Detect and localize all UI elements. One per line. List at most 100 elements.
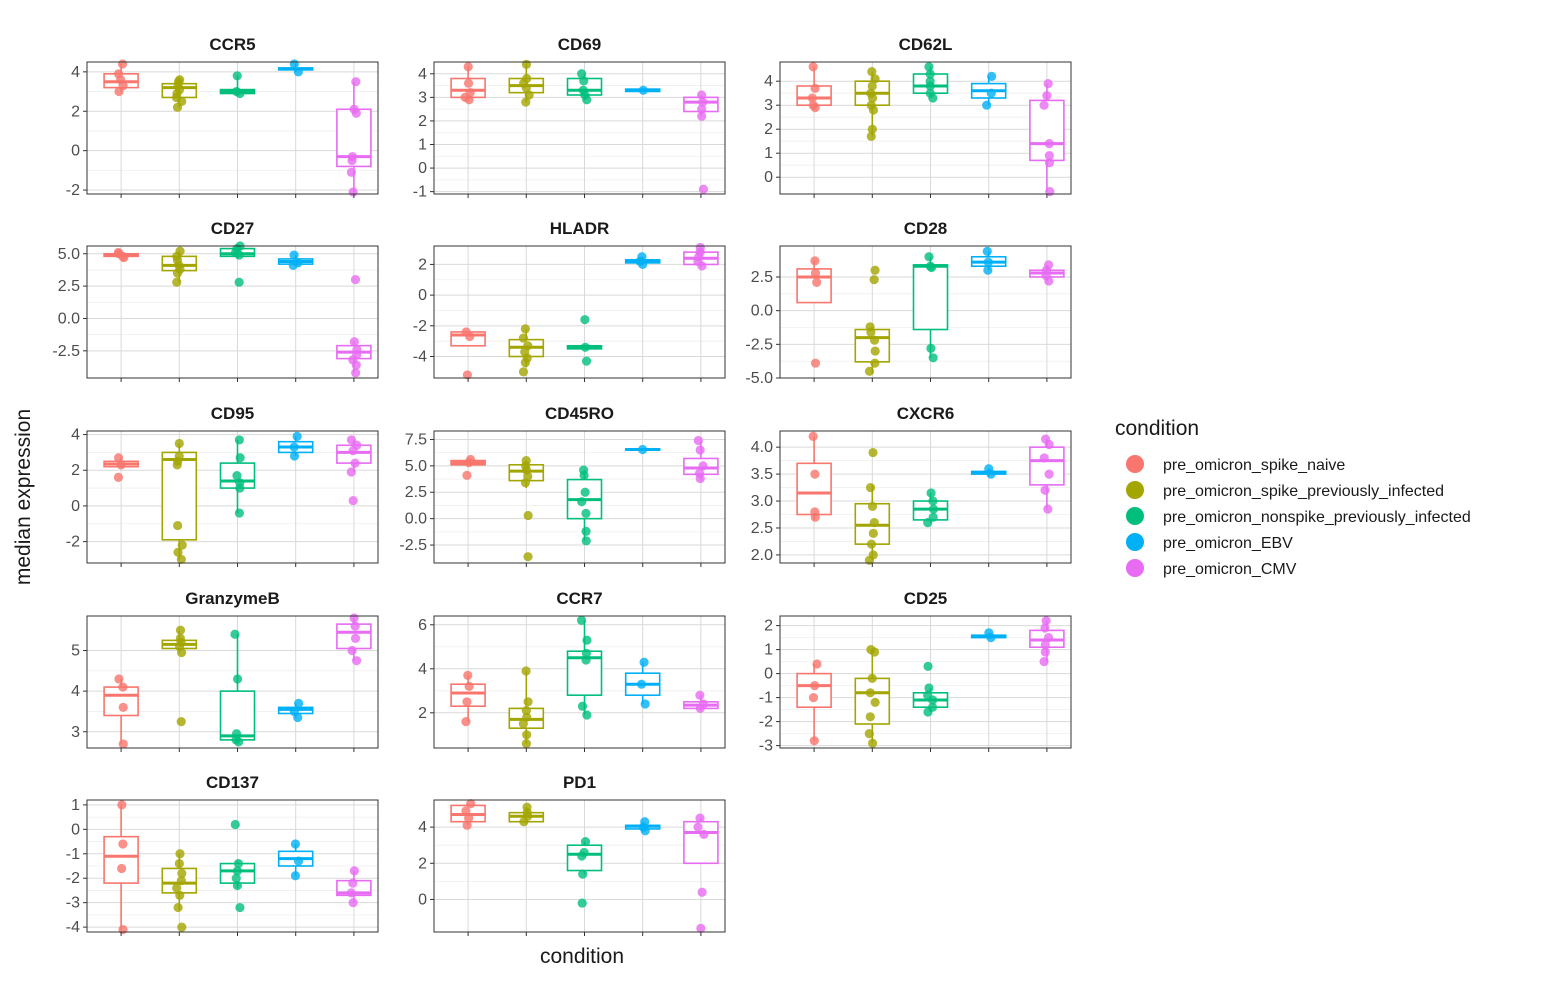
data-point <box>350 633 361 643</box>
data-point <box>347 645 357 656</box>
data-point <box>290 839 301 849</box>
y-tick-label: 3 <box>418 89 427 106</box>
data-point <box>577 69 587 79</box>
data-point <box>349 866 359 876</box>
data-point <box>235 483 245 493</box>
data-point <box>928 496 938 506</box>
data-point <box>1040 623 1050 633</box>
box-group-0 <box>450 327 486 380</box>
data-point <box>232 71 242 81</box>
data-point <box>288 260 298 271</box>
panel-background <box>434 246 725 378</box>
box-group-4 <box>1029 79 1065 197</box>
data-point <box>581 508 591 518</box>
data-point <box>119 253 129 263</box>
data-point <box>1042 91 1052 101</box>
y-tick-label: 0 <box>71 498 80 515</box>
data-point <box>639 657 649 667</box>
box <box>1029 99 1065 162</box>
panel-title: CCR5 <box>209 35 255 54</box>
data-point <box>693 822 703 832</box>
data-point <box>114 674 124 684</box>
data-point <box>351 77 361 87</box>
legend-key <box>1126 533 1144 551</box>
box-group-1 <box>854 645 891 748</box>
facet-panel-granzymeb: 3 4 5 GranzymeB <box>71 589 379 752</box>
facet-panel-ccr5: -2 0 2 4 CCR5 <box>66 35 379 199</box>
data-point <box>293 856 304 866</box>
data-point <box>580 342 590 352</box>
data-point <box>867 738 878 748</box>
data-point <box>696 90 707 100</box>
data-point <box>699 829 709 839</box>
box <box>912 264 949 331</box>
y-tick-label: 1 <box>764 642 773 659</box>
data-point <box>175 849 185 859</box>
data-point <box>928 695 938 705</box>
y-tick-label: 4 <box>418 66 427 83</box>
y-tick-label: -2.5 <box>745 336 773 353</box>
data-point <box>174 858 184 869</box>
y-tick-label: 2 <box>418 256 427 273</box>
data-point <box>350 275 361 285</box>
facet-panel-pd1: 0 2 4 PD1 <box>418 773 726 936</box>
y-tick-label: 0 <box>418 160 427 177</box>
data-point <box>117 59 128 69</box>
data-point <box>864 366 875 376</box>
data-point <box>521 666 531 676</box>
data-point <box>461 717 471 727</box>
data-point <box>118 702 128 712</box>
data-point <box>294 698 304 708</box>
data-point <box>293 67 303 77</box>
data-point <box>177 540 187 550</box>
y-tick-label: 3 <box>764 97 773 114</box>
y-tick-label: -2 <box>759 714 773 731</box>
data-point <box>235 902 245 913</box>
box-group-4 <box>336 77 372 197</box>
legend-title: condition <box>1115 417 1199 440</box>
data-point <box>924 683 934 693</box>
box-group-0 <box>103 674 139 749</box>
data-point <box>983 257 993 267</box>
data-point <box>1044 158 1055 168</box>
data-point <box>865 482 876 493</box>
panel-border <box>779 245 1072 379</box>
legend-item: pre_omicron_CMV <box>1126 559 1297 578</box>
y-tick-label: -2.5 <box>399 537 427 554</box>
box-group-0 <box>103 247 139 263</box>
data-point <box>520 478 531 488</box>
panel-border <box>86 430 379 564</box>
data-point <box>638 85 648 95</box>
box-group-1 <box>161 246 198 287</box>
facet-panel-cd25: -3 -2 -1 0 1 2 CD25 <box>759 589 1072 755</box>
data-point <box>925 81 935 91</box>
box <box>796 672 832 708</box>
legend-item: pre_omicron_EBV <box>1126 533 1293 552</box>
y-tick-label: 2 <box>418 113 427 130</box>
y-tick-label: 2 <box>764 618 773 635</box>
data-point <box>812 277 822 287</box>
data-point <box>1043 79 1053 89</box>
data-point <box>233 858 244 869</box>
legend: condition pre_omicron_spike_naive pre_omi… <box>1115 417 1471 578</box>
box-group-2 <box>566 465 603 546</box>
data-point <box>865 688 875 698</box>
box-group-0 <box>796 256 832 368</box>
data-point <box>810 512 820 522</box>
data-point <box>810 469 820 479</box>
y-tick-label: 4.0 <box>751 439 773 456</box>
box-group-3 <box>624 85 661 95</box>
facet-panel-ccr7: 2 4 6 CCR7 <box>418 589 726 752</box>
box-group-1 <box>508 666 545 749</box>
legend-label: pre_omicron_EBV <box>1163 535 1293 552</box>
data-point <box>577 701 588 711</box>
legend-key <box>1126 559 1144 577</box>
data-point <box>1044 469 1054 479</box>
data-point <box>928 93 938 103</box>
panel-title: HLADR <box>550 219 610 238</box>
panel-title: CD69 <box>558 35 601 54</box>
legend-item: pre_omicron_spike_naive <box>1126 455 1345 474</box>
y-tick-label: 0.0 <box>751 303 773 320</box>
box-group-0 <box>796 659 832 746</box>
